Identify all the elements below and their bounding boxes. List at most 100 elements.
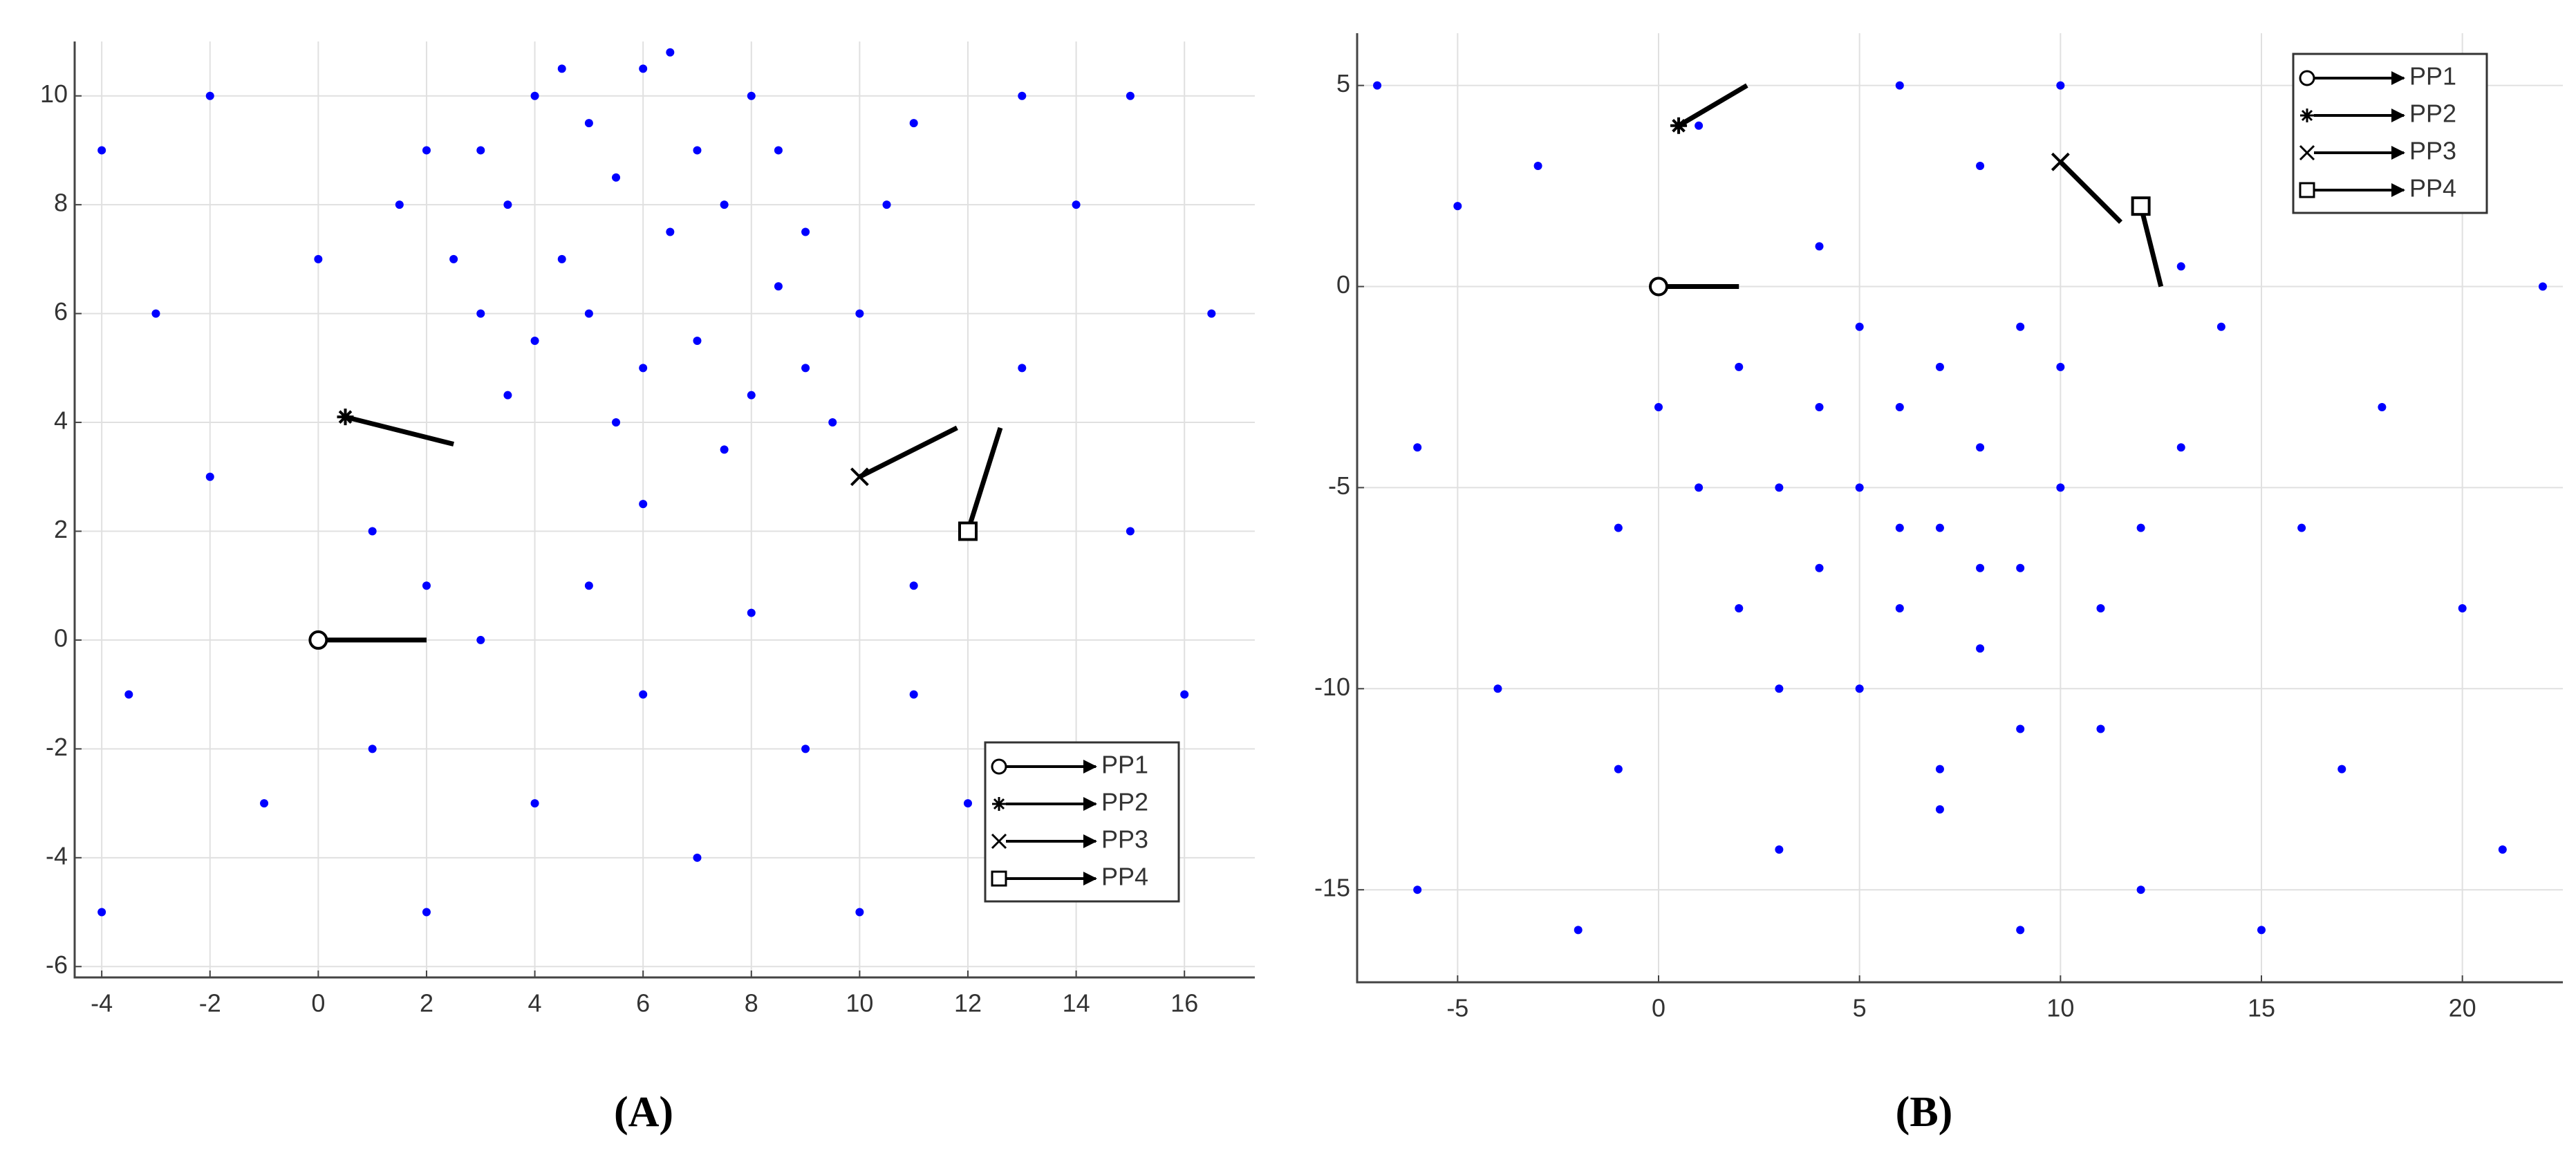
- x-tick-label: -2: [199, 989, 221, 1018]
- point: [2337, 765, 2346, 774]
- point: [368, 527, 377, 536]
- x-tick-label: 2: [420, 989, 433, 1018]
- point: [151, 309, 160, 318]
- x-tick-label: 0: [1652, 994, 1665, 1022]
- panel-label: (A): [614, 1089, 673, 1136]
- point: [2297, 523, 2306, 532]
- point: [1453, 202, 1462, 211]
- x-tick-label: -5: [1446, 994, 1468, 1022]
- legend-label: PP1: [2409, 62, 2456, 91]
- point: [1775, 483, 1784, 492]
- point: [747, 91, 756, 100]
- vector-line: [965, 427, 1003, 532]
- marker: [2051, 152, 2070, 171]
- point: [1735, 603, 1744, 612]
- point: [612, 173, 621, 182]
- marker: [958, 521, 978, 541]
- point: [1775, 684, 1784, 693]
- point: [584, 309, 593, 318]
- y-tick-label: 6: [54, 297, 68, 326]
- point: [639, 690, 648, 699]
- point: [449, 254, 458, 263]
- point: [1126, 527, 1135, 536]
- point: [747, 391, 756, 400]
- point: [2016, 724, 2025, 733]
- marker: [991, 833, 1007, 850]
- vector-line: [2058, 160, 2123, 224]
- point: [1815, 242, 1824, 251]
- point: [1614, 765, 1623, 774]
- point: [1493, 684, 1502, 693]
- y-tick-label: -10: [1314, 673, 1350, 701]
- point: [1533, 161, 1542, 170]
- point: [1614, 523, 1623, 532]
- y-tick-label: -15: [1314, 874, 1350, 902]
- marker: [1670, 117, 1688, 134]
- x-tick-label: 6: [636, 989, 650, 1018]
- point: [1018, 364, 1027, 373]
- point: [1373, 81, 1382, 90]
- point: [1976, 443, 1985, 452]
- y-tick-label: 0: [54, 624, 68, 652]
- vector-line: [2138, 205, 2164, 288]
- point: [909, 119, 918, 128]
- legend-box: [2292, 53, 2488, 214]
- point: [720, 445, 729, 454]
- point: [1935, 805, 1944, 814]
- point: [205, 91, 214, 100]
- point: [2056, 362, 2065, 371]
- y-tick-label: -6: [46, 950, 68, 979]
- point: [584, 581, 593, 590]
- point: [801, 744, 810, 753]
- point: [476, 635, 485, 644]
- point: [1775, 845, 1784, 854]
- legend-label: PP2: [2409, 100, 2456, 128]
- point: [801, 227, 810, 236]
- x-tick-label: 10: [846, 989, 873, 1018]
- legend-label: PP4: [1101, 863, 1148, 891]
- point: [612, 418, 621, 427]
- point: [1895, 403, 1904, 412]
- legend-label: PP3: [1101, 825, 1148, 854]
- x-tick-label: 10: [2046, 994, 2074, 1022]
- point: [720, 200, 729, 209]
- y-tick-label: -2: [46, 733, 68, 761]
- point: [2176, 262, 2185, 271]
- point: [2096, 603, 2105, 612]
- point: [1207, 309, 1216, 318]
- point: [2056, 81, 2065, 90]
- point: [909, 690, 918, 699]
- legend-label: PP4: [2409, 174, 2456, 203]
- legend-label: PP2: [1101, 788, 1148, 816]
- point: [1855, 684, 1864, 693]
- point: [1855, 483, 1864, 492]
- point: [368, 744, 377, 753]
- marker: [992, 797, 1006, 811]
- point: [693, 853, 702, 862]
- point: [2016, 926, 2025, 935]
- point: [2378, 403, 2387, 412]
- legend-box: [984, 741, 1180, 903]
- point: [909, 581, 918, 590]
- point: [639, 500, 648, 509]
- point: [2176, 443, 2185, 452]
- x-tick-label: 0: [311, 989, 325, 1018]
- y-tick-label: 8: [54, 189, 68, 217]
- point: [584, 119, 593, 128]
- point: [963, 799, 972, 808]
- point: [476, 309, 485, 318]
- point: [1574, 926, 1583, 935]
- marker: [308, 630, 328, 650]
- point: [1895, 523, 1904, 532]
- point: [666, 227, 675, 236]
- point: [503, 200, 512, 209]
- point: [1976, 563, 1985, 572]
- y-tick-label: 10: [40, 79, 68, 108]
- y-tick-label: 4: [54, 406, 68, 435]
- x-tick-label: 16: [1170, 989, 1198, 1018]
- point: [2016, 563, 2025, 572]
- legend-label: PP3: [2409, 137, 2456, 165]
- point: [422, 908, 431, 917]
- point: [801, 364, 810, 373]
- point: [557, 254, 566, 263]
